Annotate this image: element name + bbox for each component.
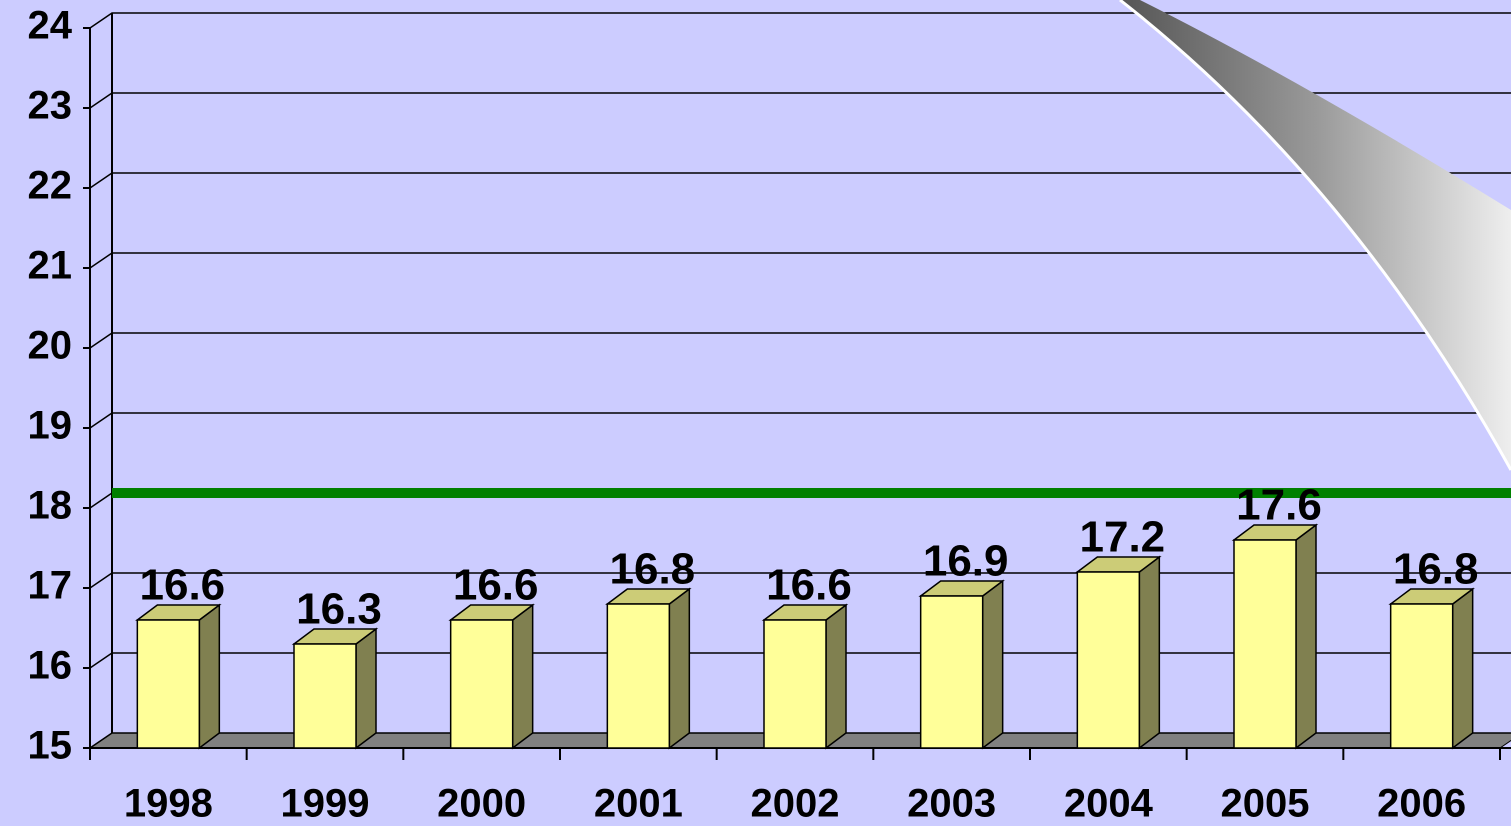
bar bbox=[1077, 572, 1139, 748]
bar-side bbox=[356, 629, 376, 748]
data-label: 16.6 bbox=[140, 561, 226, 610]
y-tick-label: 20 bbox=[28, 324, 73, 368]
x-tick-label: 1999 bbox=[281, 782, 370, 826]
data-label: 16.8 bbox=[610, 545, 696, 594]
bar-side bbox=[199, 605, 219, 748]
bar-side bbox=[983, 581, 1003, 748]
y-tick-label: 16 bbox=[28, 644, 73, 688]
x-tick-label: 2006 bbox=[1377, 782, 1466, 826]
x-tick-label: 2003 bbox=[907, 782, 996, 826]
data-label: 16.3 bbox=[296, 585, 382, 634]
y-tick-label: 17 bbox=[28, 564, 73, 608]
bar bbox=[451, 620, 513, 748]
bar bbox=[607, 604, 669, 748]
y-tick-label: 24 bbox=[28, 4, 73, 48]
x-tick-label: 2004 bbox=[1064, 782, 1154, 826]
y-tick-label: 21 bbox=[28, 244, 73, 288]
bar-side bbox=[1296, 525, 1316, 748]
data-label: 16.8 bbox=[1393, 545, 1479, 594]
x-tick-label: 2001 bbox=[594, 782, 683, 826]
x-tick-label: 1998 bbox=[124, 782, 213, 826]
bar-side bbox=[826, 605, 846, 748]
bar-side bbox=[1453, 589, 1473, 748]
y-tick-label: 22 bbox=[28, 164, 73, 208]
x-tick-label: 2002 bbox=[751, 782, 840, 826]
data-label: 17.2 bbox=[1080, 513, 1166, 562]
bar-side bbox=[669, 589, 689, 748]
bar bbox=[294, 644, 356, 748]
y-tick-label: 19 bbox=[28, 404, 73, 448]
bar bbox=[764, 620, 826, 748]
bar bbox=[1391, 604, 1453, 748]
chart: 15 16 17 18 19 20 21 22 23 24 1998 16.6 1999 16.3 2000… bbox=[0, 0, 1511, 826]
data-label: 16.6 bbox=[766, 561, 852, 610]
data-label: 16.9 bbox=[923, 537, 1009, 586]
y-tick-label: 15 bbox=[28, 724, 73, 768]
bar-side bbox=[1139, 557, 1159, 748]
y-tick-label: 23 bbox=[28, 84, 73, 128]
bar bbox=[921, 596, 983, 748]
x-tick-label: 2005 bbox=[1221, 782, 1310, 826]
bar bbox=[1234, 540, 1296, 748]
x-tick-label: 2000 bbox=[437, 782, 526, 826]
y-tick-label: 18 bbox=[28, 484, 73, 528]
data-label: 17.6 bbox=[1236, 481, 1322, 530]
bar bbox=[137, 620, 199, 748]
data-label: 16.6 bbox=[453, 561, 539, 610]
bar-side bbox=[513, 605, 533, 748]
